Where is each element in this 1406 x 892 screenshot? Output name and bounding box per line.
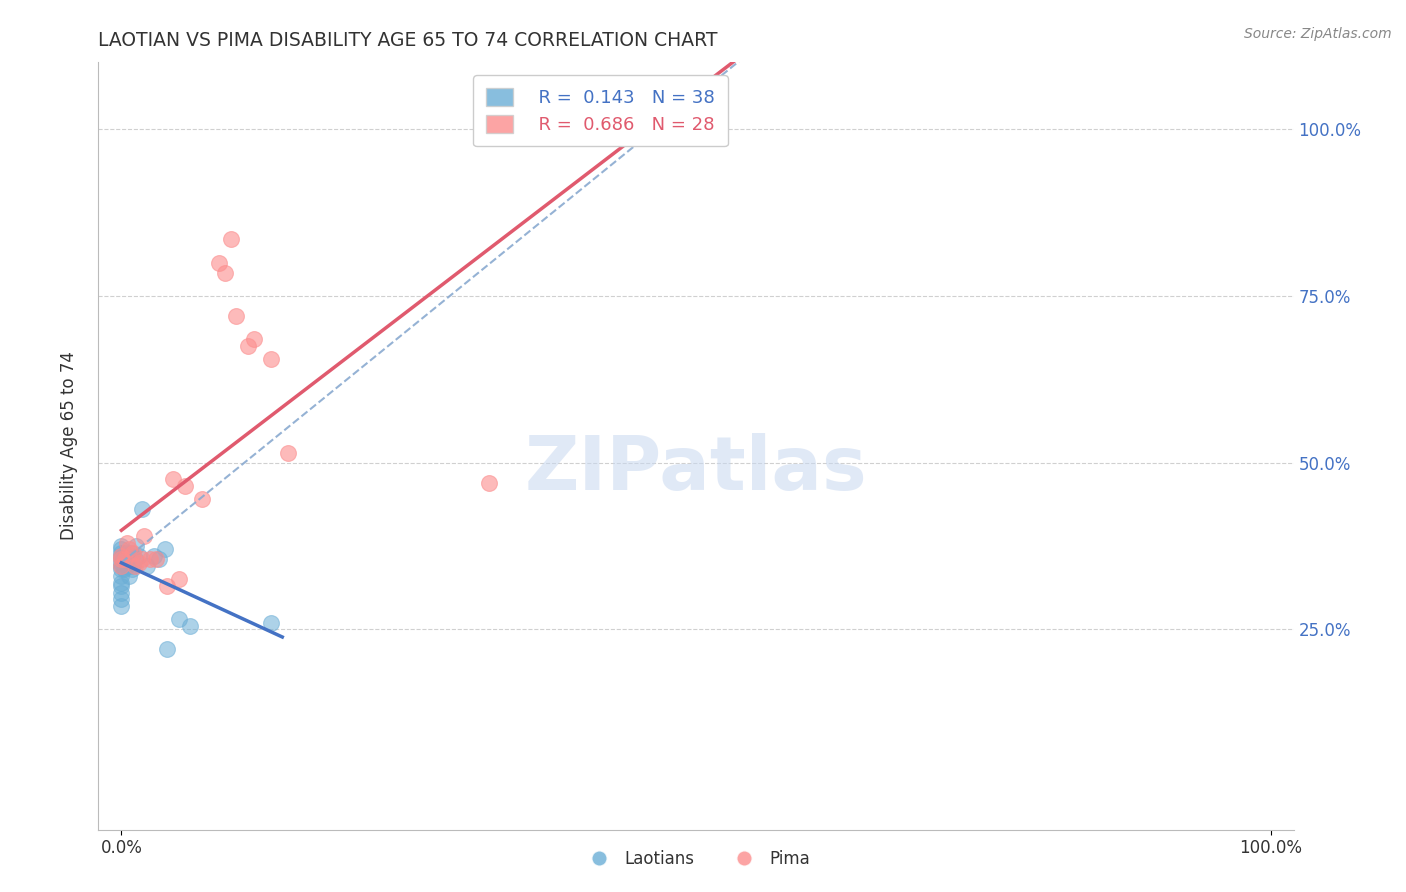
Point bbox=[110, 552, 132, 566]
Point bbox=[110, 556, 132, 570]
Point bbox=[124, 559, 146, 574]
Point bbox=[131, 552, 153, 566]
Point bbox=[110, 592, 132, 607]
Point bbox=[114, 552, 136, 566]
Point bbox=[277, 445, 299, 459]
Point bbox=[135, 559, 157, 574]
Point bbox=[112, 562, 135, 576]
Point bbox=[118, 542, 141, 557]
Text: Source: ZipAtlas.com: Source: ZipAtlas.com bbox=[1244, 27, 1392, 41]
Point bbox=[125, 539, 148, 553]
Point bbox=[110, 579, 132, 593]
Point bbox=[110, 559, 132, 574]
Point bbox=[191, 492, 214, 507]
Point bbox=[110, 546, 132, 560]
Point bbox=[110, 562, 132, 576]
Point bbox=[225, 309, 247, 323]
Point bbox=[162, 472, 184, 486]
Point bbox=[128, 549, 150, 563]
Point bbox=[110, 549, 132, 563]
Point bbox=[122, 546, 145, 560]
Point bbox=[260, 352, 283, 367]
Point bbox=[115, 535, 138, 549]
Point bbox=[145, 552, 167, 566]
Point bbox=[156, 579, 179, 593]
Point bbox=[110, 552, 132, 566]
Point bbox=[131, 502, 153, 516]
Point bbox=[139, 552, 162, 566]
Point bbox=[121, 562, 143, 576]
Point bbox=[117, 549, 139, 563]
Point bbox=[153, 542, 176, 557]
Point bbox=[118, 569, 141, 583]
Point bbox=[110, 575, 132, 590]
Point bbox=[156, 642, 179, 657]
Point bbox=[110, 559, 132, 574]
Point bbox=[134, 529, 156, 543]
Point bbox=[167, 612, 190, 626]
Point bbox=[478, 475, 501, 490]
Point bbox=[110, 549, 132, 563]
Point bbox=[214, 266, 236, 280]
Point bbox=[616, 122, 638, 136]
Point bbox=[167, 573, 190, 587]
Point bbox=[110, 569, 132, 583]
Point bbox=[114, 552, 136, 566]
Y-axis label: Disability Age 65 to 74: Disability Age 65 to 74 bbox=[59, 351, 77, 541]
Point bbox=[121, 549, 143, 563]
Point bbox=[122, 559, 145, 574]
Point bbox=[110, 586, 132, 600]
Point bbox=[208, 255, 231, 269]
Text: ZIPatlas: ZIPatlas bbox=[524, 433, 868, 506]
Point bbox=[110, 539, 132, 553]
Point bbox=[114, 546, 136, 560]
Text: LAOTIAN VS PIMA DISABILITY AGE 65 TO 74 CORRELATION CHART: LAOTIAN VS PIMA DISABILITY AGE 65 TO 74 … bbox=[98, 31, 718, 50]
Point bbox=[124, 552, 146, 566]
Point bbox=[219, 232, 242, 246]
Point bbox=[148, 552, 170, 566]
Point bbox=[236, 339, 259, 353]
Point bbox=[179, 619, 201, 633]
Point bbox=[115, 552, 138, 566]
Point bbox=[128, 556, 150, 570]
Point bbox=[242, 332, 264, 346]
Point bbox=[110, 542, 132, 557]
Point bbox=[173, 479, 195, 493]
Legend: Laotians, Pima: Laotians, Pima bbox=[575, 844, 817, 875]
Point bbox=[110, 599, 132, 613]
Point bbox=[142, 549, 165, 563]
Point bbox=[118, 556, 141, 570]
Point bbox=[260, 615, 283, 630]
Point bbox=[120, 546, 142, 560]
Point bbox=[115, 559, 138, 574]
